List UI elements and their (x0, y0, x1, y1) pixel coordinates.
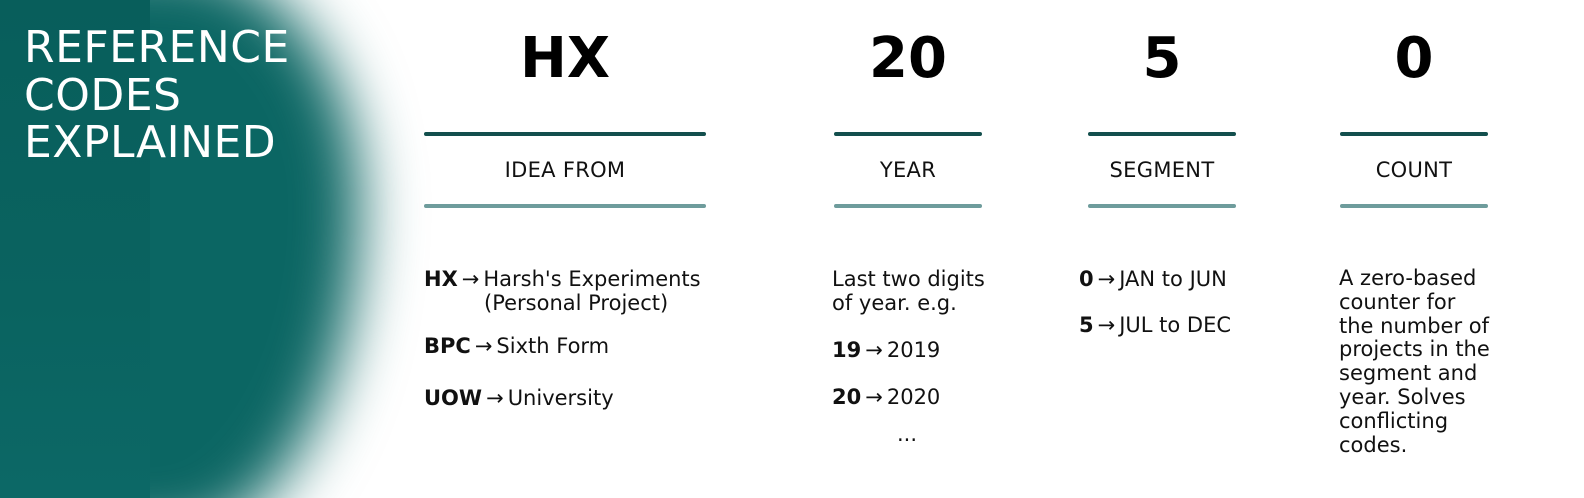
rule-top-idea (424, 132, 706, 136)
rule-bottom-year (834, 204, 982, 208)
idea-item-bpc: BPC → Sixth Form (424, 334, 609, 358)
column-idea-from: HX IDEA FROM (424, 0, 706, 498)
year-item-key: 20 (832, 385, 862, 409)
rule-bottom-segment (1088, 204, 1236, 208)
year-item-20: 20 → 2020 (832, 385, 940, 409)
count-desc-line: counter for (1339, 289, 1456, 314)
rule-top-year (834, 132, 982, 136)
segment-item-5: 5 → JUL to DEC (1079, 313, 1231, 337)
code-count: 0 (1394, 26, 1434, 91)
segment-item-value: JUL to DEC (1119, 313, 1232, 337)
idea-item-key: HX (424, 267, 458, 291)
count-desc-line: A zero-based (1339, 266, 1477, 290)
segment-item-value: JAN to JUN (1119, 267, 1227, 291)
idea-item-uow: UOW → University (424, 386, 614, 410)
rule-bottom-idea (424, 204, 706, 208)
code-segment: 5 (1142, 26, 1182, 91)
arrow-icon: → (865, 338, 883, 362)
title-line-3: EXPLAINED (24, 117, 277, 168)
label-count: COUNT (1375, 158, 1453, 182)
code-idea: HX (519, 26, 611, 91)
label-idea: IDEA FROM (504, 158, 626, 182)
year-item-value: 2019 (886, 338, 941, 362)
idea-item-hx: HX → Harsh's Experiments (424, 267, 701, 291)
idea-item-key: BPC (424, 334, 471, 358)
label-segment: SEGMENT (1109, 158, 1215, 182)
idea-item-hx-sub: (Personal Project) (484, 291, 669, 315)
arrow-icon: → (1097, 313, 1116, 337)
idea-item-value: University (507, 386, 614, 410)
idea-item-value: Sixth Form (496, 334, 610, 358)
arrow-icon: → (865, 385, 883, 409)
arrow-icon: → (461, 267, 480, 291)
count-description: A zero-based counter for the number of p… (1339, 266, 1539, 457)
segment-item-key: 0 (1079, 267, 1094, 291)
year-item-19: 19 → 2019 (832, 338, 940, 362)
arrow-icon: → (474, 334, 493, 358)
column-year: 20 YEAR (834, 0, 982, 498)
code-year: 20 (869, 26, 947, 91)
rule-top-segment (1088, 132, 1236, 136)
count-desc-line: the number of (1339, 313, 1490, 338)
column-segment: 5 SEGMENT (1088, 0, 1236, 498)
count-desc-line: conflicting (1339, 408, 1449, 433)
arrow-icon: → (486, 386, 504, 410)
count-desc-line: projects in the (1339, 337, 1490, 362)
title-line-1: REFERENCE (24, 22, 290, 73)
label-year: YEAR (879, 158, 937, 182)
count-desc-line: codes. (1339, 432, 1408, 457)
arrow-icon: → (1097, 267, 1116, 291)
year-item-key: 19 (832, 338, 862, 362)
page-title: REFERENCE CODES EXPLAINED (24, 24, 290, 167)
year-desc-line-2: of year. e.g. (832, 291, 957, 315)
rule-top-count (1340, 132, 1488, 136)
teal-side-panel (0, 0, 460, 498)
year-item-value: 2020 (886, 385, 941, 409)
segment-item-0: 0 → JAN to JUN (1079, 267, 1227, 291)
rule-bottom-count (1340, 204, 1488, 208)
column-count: 0 COUNT (1340, 0, 1488, 498)
segment-item-key: 5 (1079, 313, 1094, 337)
count-desc-line: year. Solves (1339, 384, 1466, 409)
idea-item-key: UOW (424, 386, 483, 410)
title-line-2: CODES (24, 69, 182, 121)
count-desc-line: segment and (1339, 361, 1478, 386)
year-desc-line-1: Last two digits (832, 267, 985, 291)
year-ellipsis: ... (897, 422, 918, 446)
idea-item-value: Harsh's Experiments (483, 267, 701, 291)
